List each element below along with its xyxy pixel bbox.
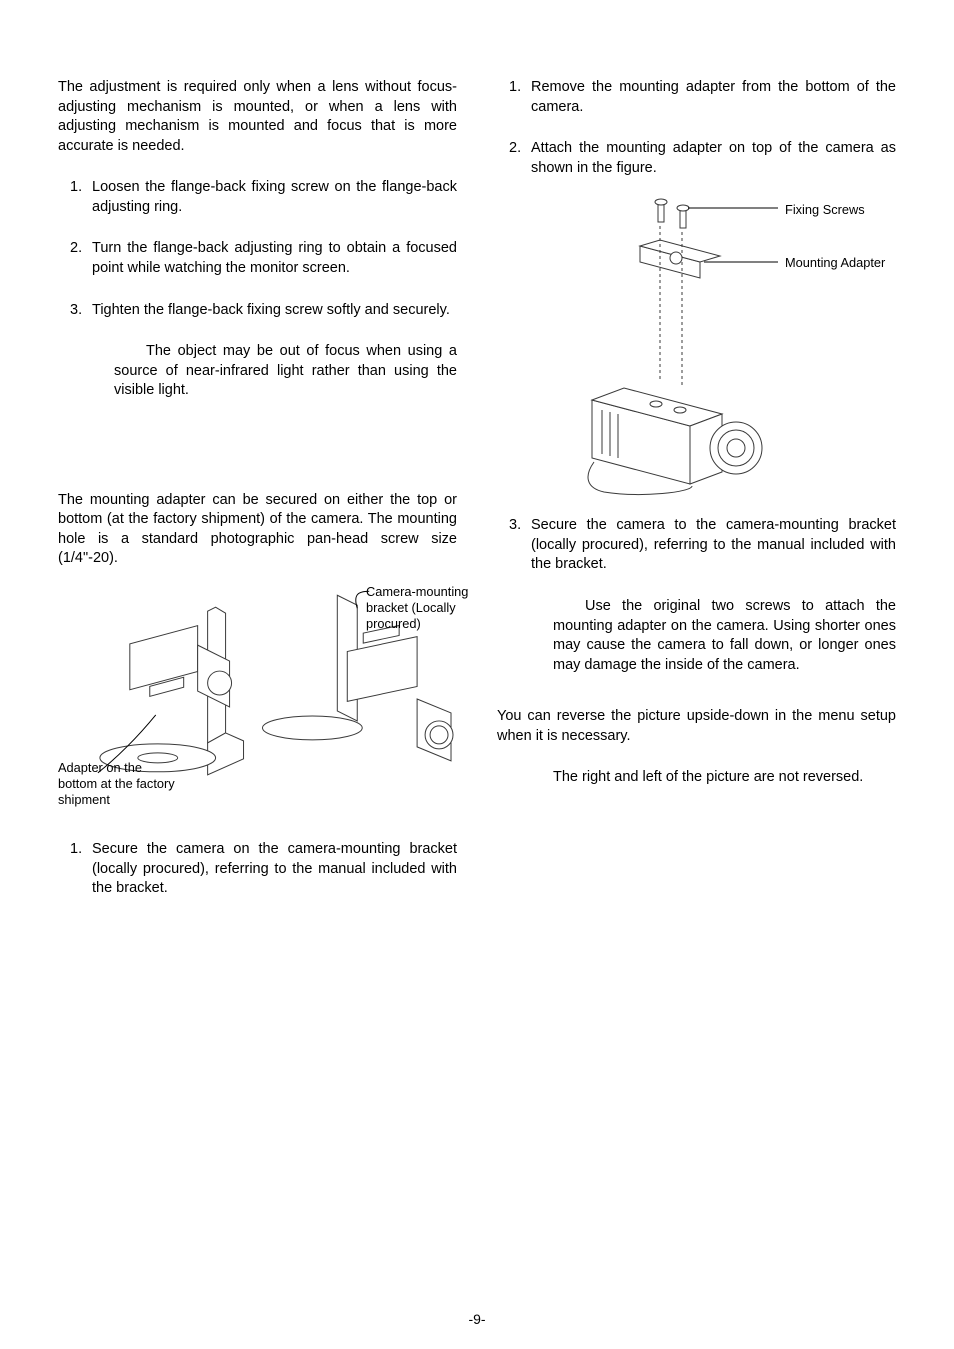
adjust-note: The object may be out of focus when usin… bbox=[58, 342, 457, 401]
adjust-step-2: 2. Turn the flange-back adjusting ring t… bbox=[58, 239, 457, 278]
list-body: Secure the camera to the camera-mounting… bbox=[531, 516, 896, 575]
list-num: 2. bbox=[70, 239, 92, 278]
two-column-layout: The adjustment is required only when a l… bbox=[58, 78, 896, 899]
fig1-callout-adapter: Adapter on the bottom at the factory shi… bbox=[58, 760, 178, 808]
adjust-step-1: 1. Loosen the flange-back fixing screw o… bbox=[58, 178, 457, 217]
list-num: 2. bbox=[509, 139, 531, 178]
reverse-note: The right and left of the picture are no… bbox=[497, 768, 896, 788]
remove-step-1: 1. Remove the mounting adapter from the … bbox=[497, 78, 896, 117]
list-body: Loosen the flange-back fixing screw on t… bbox=[92, 178, 457, 217]
list-num: 3. bbox=[70, 301, 92, 321]
screw-note: Use the original two screws to attach th… bbox=[497, 597, 896, 675]
adjust-step-3: 3. Tighten the flange-back fixing screw … bbox=[58, 301, 457, 321]
fig2-callout-screws: Fixing Screws bbox=[785, 202, 865, 218]
page-number: -9- bbox=[0, 1311, 954, 1327]
list-num: 1. bbox=[509, 78, 531, 117]
list-body: Attach the mounting adapter on top of th… bbox=[531, 139, 896, 178]
fig1-callout-bracket: Camera-mounting bracket (Locally procure… bbox=[366, 584, 476, 632]
mount-step-1: 1. Secure the camera on the camera-mount… bbox=[58, 840, 457, 899]
secure-step-3: 3. Secure the camera to the camera-mount… bbox=[497, 516, 896, 575]
list-body: Remove the mounting adapter from the bot… bbox=[531, 78, 896, 117]
list-body: Tighten the flange-back fixing screw sof… bbox=[92, 301, 457, 321]
reverse-intro: You can reverse the picture upside-down … bbox=[497, 707, 896, 746]
list-num: 3. bbox=[509, 516, 531, 575]
list-num: 1. bbox=[70, 840, 92, 899]
list-num: 1. bbox=[70, 178, 92, 217]
mount-intro: The mounting adapter can be secured on e… bbox=[58, 491, 457, 569]
left-column: The adjustment is required only when a l… bbox=[58, 78, 457, 899]
figure-top-mount bbox=[497, 192, 896, 502]
list-body: Turn the flange-back adjusting ring to o… bbox=[92, 239, 457, 278]
fig2-callout-adapter: Mounting Adapter bbox=[785, 255, 885, 271]
adjust-intro: The adjustment is required only when a l… bbox=[58, 78, 457, 156]
list-body: Secure the camera on the camera-mounting… bbox=[92, 840, 457, 899]
camera-top-mount-svg bbox=[532, 192, 862, 502]
remove-step-2: 2. Attach the mounting adapter on top of… bbox=[497, 139, 896, 178]
right-column: 1. Remove the mounting adapter from the … bbox=[497, 78, 896, 899]
